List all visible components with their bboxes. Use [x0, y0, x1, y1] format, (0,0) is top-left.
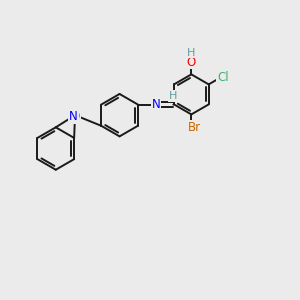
Text: N: N: [69, 110, 78, 122]
Text: O: O: [187, 56, 196, 68]
Text: O: O: [70, 110, 80, 123]
Text: H: H: [187, 48, 195, 58]
Text: H: H: [169, 91, 178, 101]
Text: N: N: [152, 98, 160, 111]
Text: Cl: Cl: [217, 71, 229, 84]
Text: Br: Br: [188, 121, 201, 134]
